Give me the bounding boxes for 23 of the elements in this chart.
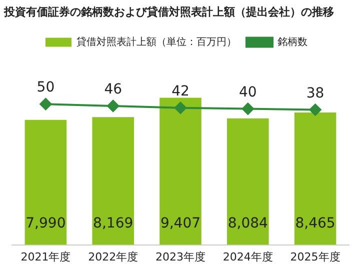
data-label: 9,407 xyxy=(160,215,201,232)
bar xyxy=(227,118,269,245)
x-tick-label: 2024年度 xyxy=(222,250,273,264)
data-label: 7,990 xyxy=(26,215,66,232)
legend-label: 貸借対照表計上額（単位：百万円） xyxy=(76,36,236,48)
x-tick-label: 2025年度 xyxy=(290,250,340,264)
bar xyxy=(160,98,202,245)
legend-label: 銘柄数 xyxy=(278,36,308,48)
bar xyxy=(24,120,67,245)
bar xyxy=(92,117,134,245)
data-label: 46 xyxy=(104,82,122,98)
data-label: 40 xyxy=(238,84,257,100)
data-label: 50 xyxy=(36,80,55,96)
x-tick-label: 2022年度 xyxy=(88,250,138,264)
bar xyxy=(294,112,336,245)
x-tick-label: 2023年度 xyxy=(156,250,206,264)
data-label: 8,169 xyxy=(93,215,134,232)
chart-title: 投資有価証券の銘柄数および貸借対照表計上額（提出会社）の推移 xyxy=(3,5,334,18)
data-label: 42 xyxy=(172,83,190,100)
data-label: 38 xyxy=(306,85,324,102)
data-label: 8,465 xyxy=(295,215,336,232)
x-tick-label: 2021年度 xyxy=(20,250,71,264)
data-label: 8,084 xyxy=(228,215,268,232)
